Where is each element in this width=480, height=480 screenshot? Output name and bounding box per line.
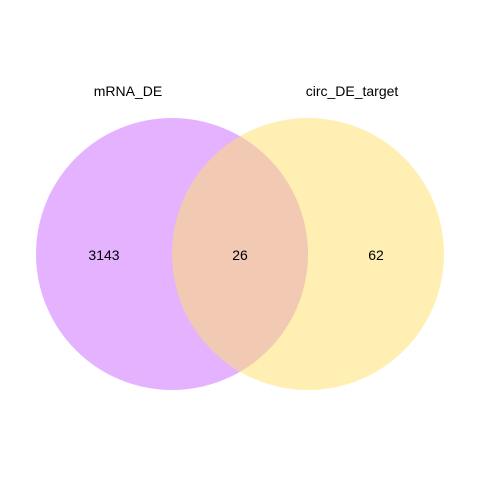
intersection-count: 26 [232,247,248,263]
set-a-only-count: 3143 [88,247,119,263]
set-b-circle [172,118,444,390]
set-a-label: mRNA_DE [94,83,162,99]
set-b-only-count: 62 [368,247,384,263]
set-b-label: circ_DE_target [306,83,399,99]
